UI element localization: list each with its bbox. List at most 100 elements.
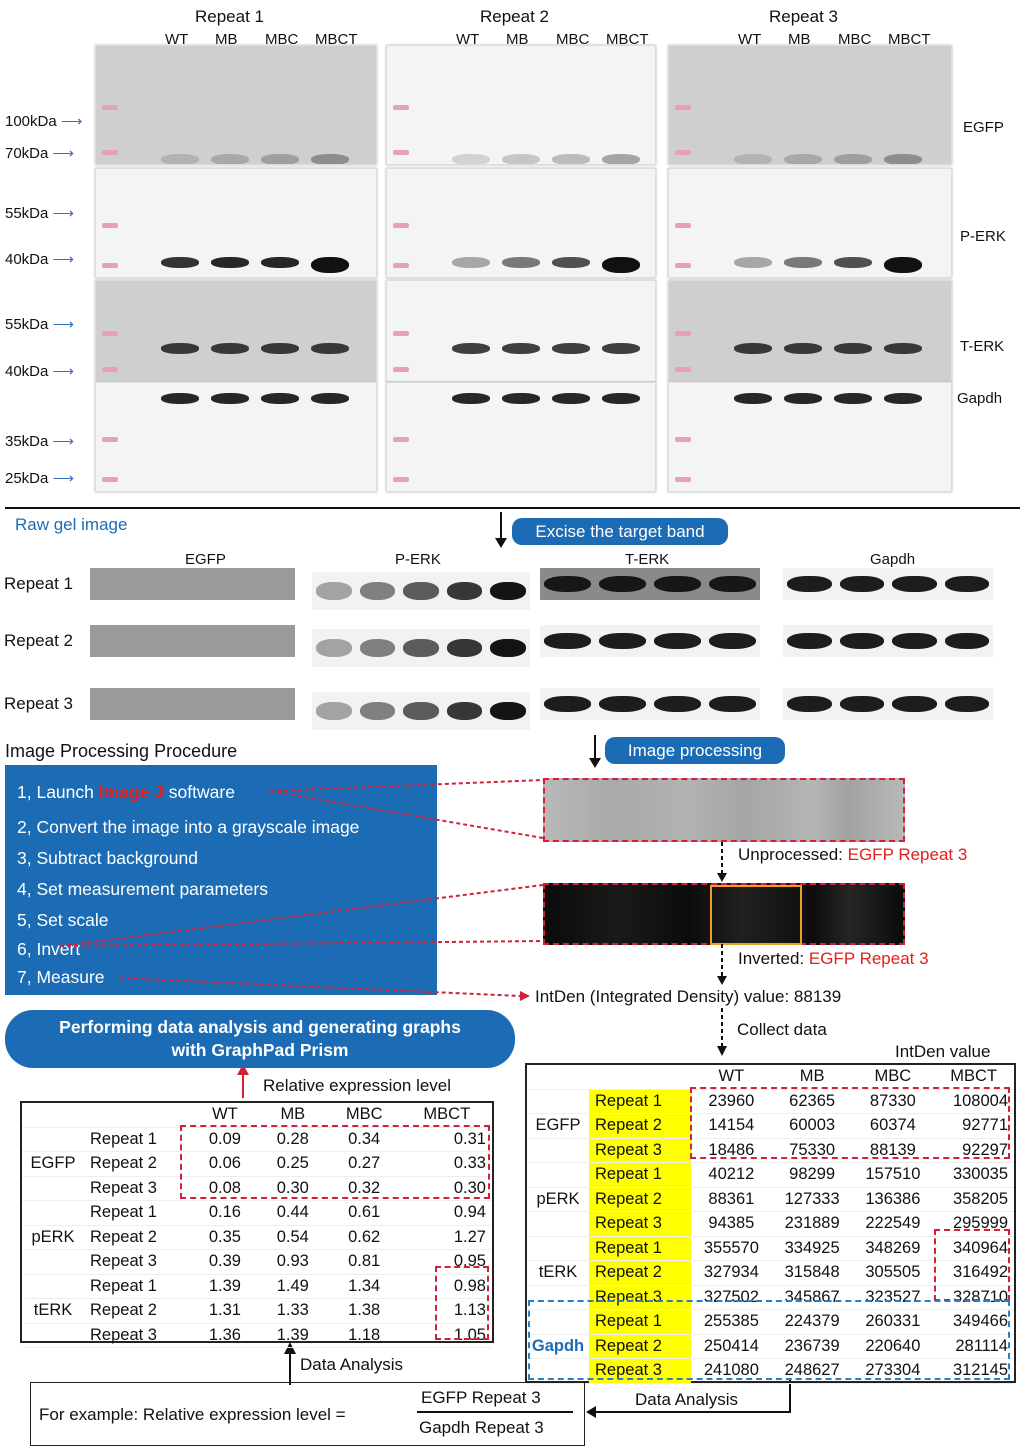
excised-row-label: Repeat 1: [4, 574, 73, 593]
row-label: Repeat 1: [84, 1200, 191, 1226]
table-row: tERK Repeat 2 1.31 1.33 1.38 1.13: [22, 1298, 492, 1324]
table-row: pERK Repeat 2 88361 127333 136386 358205: [527, 1187, 1014, 1212]
intden-result: IntDen (Integrated Density) value: 88139: [535, 987, 842, 1006]
protein-band: [839, 633, 884, 649]
protein-band: [784, 343, 822, 354]
repeat-title: Repeat 1: [195, 7, 264, 26]
target-label: Gapdh: [957, 390, 1003, 407]
excised-band-strip: [90, 625, 295, 657]
intden-table: WT MB MBC MBCT Repeat 1 23960 62365 87330 108004…: [525, 1063, 1016, 1384]
table-row: EGFP Repeat 2 14154 60003 60374 92771: [527, 1113, 1014, 1139]
lane-label: MBC: [265, 31, 299, 48]
protein-band: [452, 343, 490, 354]
ladder-marker: [393, 477, 409, 482]
table-row: Gapdh Repeat 2 250414 236739 220640 281114: [527, 1334, 1014, 1359]
group-label: pERK: [527, 1187, 589, 1212]
protein-band: [654, 576, 701, 592]
table-header-row: WT MB MBC MBCT: [527, 1065, 1014, 1090]
ladder-marker: [102, 263, 118, 268]
procedure-step: 5, Set scale: [17, 910, 109, 930]
arrowhead-icon: [520, 991, 530, 1001]
ladder-marker: [675, 477, 691, 482]
table-row: Repeat 1 0.09 0.28 0.34 0.31: [22, 1127, 492, 1152]
western-blot: [386, 382, 656, 492]
arrowhead-icon: [284, 1342, 296, 1354]
western-blot: [95, 168, 377, 278]
value-cell: 236739: [771, 1334, 853, 1359]
protein-band: [892, 576, 937, 592]
row-label: Repeat 2: [84, 1298, 191, 1324]
protein-band: [316, 582, 352, 600]
value-cell: 0.94: [401, 1200, 492, 1226]
row-label: Repeat 1: [84, 1274, 191, 1299]
group-label: Gapdh: [527, 1334, 589, 1359]
value-cell: 305505: [852, 1260, 934, 1286]
fraction-bar: [417, 1411, 573, 1413]
western-blot: [668, 280, 952, 382]
procedure-step: 3, Subtract background: [17, 848, 198, 868]
protein-band: [784, 257, 822, 268]
value-cell: 316492: [933, 1260, 1014, 1286]
value-cell: 0.35: [191, 1225, 259, 1250]
protein-band: [311, 257, 349, 273]
group-label: [527, 1309, 589, 1335]
group-label: [22, 1274, 84, 1299]
value-cell: 108004: [933, 1089, 1014, 1114]
group-label: [527, 1162, 589, 1188]
protein-band: [552, 154, 590, 164]
western-blot: [95, 382, 377, 492]
value-cell: 1.38: [326, 1298, 402, 1324]
table-row: Repeat 3 0.39 0.93 0.81 0.95: [22, 1249, 492, 1275]
row-label: Repeat 3: [84, 1249, 191, 1275]
protein-band: [452, 257, 490, 268]
value-cell: 327934: [691, 1260, 772, 1286]
intden-table-title: IntDen value: [895, 1042, 991, 1061]
procedure-step: 6, Invert: [17, 939, 81, 959]
value-cell: 340964: [933, 1236, 1014, 1261]
protein-band: [654, 696, 701, 712]
excised-column-header: EGFP: [185, 551, 226, 568]
western-blot: [386, 280, 656, 382]
marker-label: 55kDa ⟶: [5, 316, 75, 333]
marker-label: 40kDa ⟶: [5, 363, 75, 380]
value-cell: 14154: [691, 1113, 772, 1139]
value-cell: 0.27: [326, 1151, 402, 1177]
marker-label: 55kDa ⟶: [5, 205, 75, 222]
protein-band: [602, 257, 640, 273]
column-header: MBC: [852, 1065, 934, 1090]
connector-line: [119, 977, 521, 997]
protein-band: [602, 343, 640, 354]
row-label: Repeat 2: [589, 1260, 691, 1286]
ladder-marker: [675, 367, 691, 372]
protein-band: [552, 257, 590, 268]
procedure-box: 1, Launch Image J software 2, Convert th…: [5, 765, 437, 995]
protein-band: [161, 393, 199, 404]
ladder-marker: [393, 105, 409, 110]
value-cell: 1.27: [401, 1225, 492, 1250]
column-header: MBCT: [933, 1065, 1014, 1090]
value-cell: 255385: [691, 1309, 772, 1335]
lane-label: MBCT: [606, 31, 649, 48]
row-label: Repeat 3: [84, 1176, 191, 1201]
table-row: Repeat 3 0.08 0.30 0.32 0.30: [22, 1176, 492, 1201]
column-header: WT: [191, 1103, 259, 1128]
table-header-row: WT MB MBC MBCT: [22, 1103, 492, 1128]
value-cell: 0.28: [258, 1127, 327, 1152]
procedure-title: Image Processing Procedure: [5, 741, 238, 761]
group-label: [527, 1138, 589, 1163]
protein-band: [784, 154, 822, 164]
protein-band: [211, 343, 249, 354]
connector-line: [269, 779, 544, 792]
protein-band: [944, 696, 989, 712]
excised-band-strip: [540, 625, 760, 657]
value-cell: 358205: [933, 1187, 1014, 1212]
row-label: Repeat 1: [589, 1162, 691, 1188]
excised-column-header: Gapdh: [870, 551, 916, 568]
value-cell: 62365: [771, 1089, 853, 1114]
excised-band-strip: [90, 688, 295, 720]
group-label: EGFP: [527, 1113, 589, 1139]
protein-band: [502, 154, 540, 164]
excised-band-strip: [783, 568, 993, 600]
protein-band: [316, 702, 352, 720]
prism-label-line: Performing data analysis and generating …: [59, 1017, 461, 1037]
